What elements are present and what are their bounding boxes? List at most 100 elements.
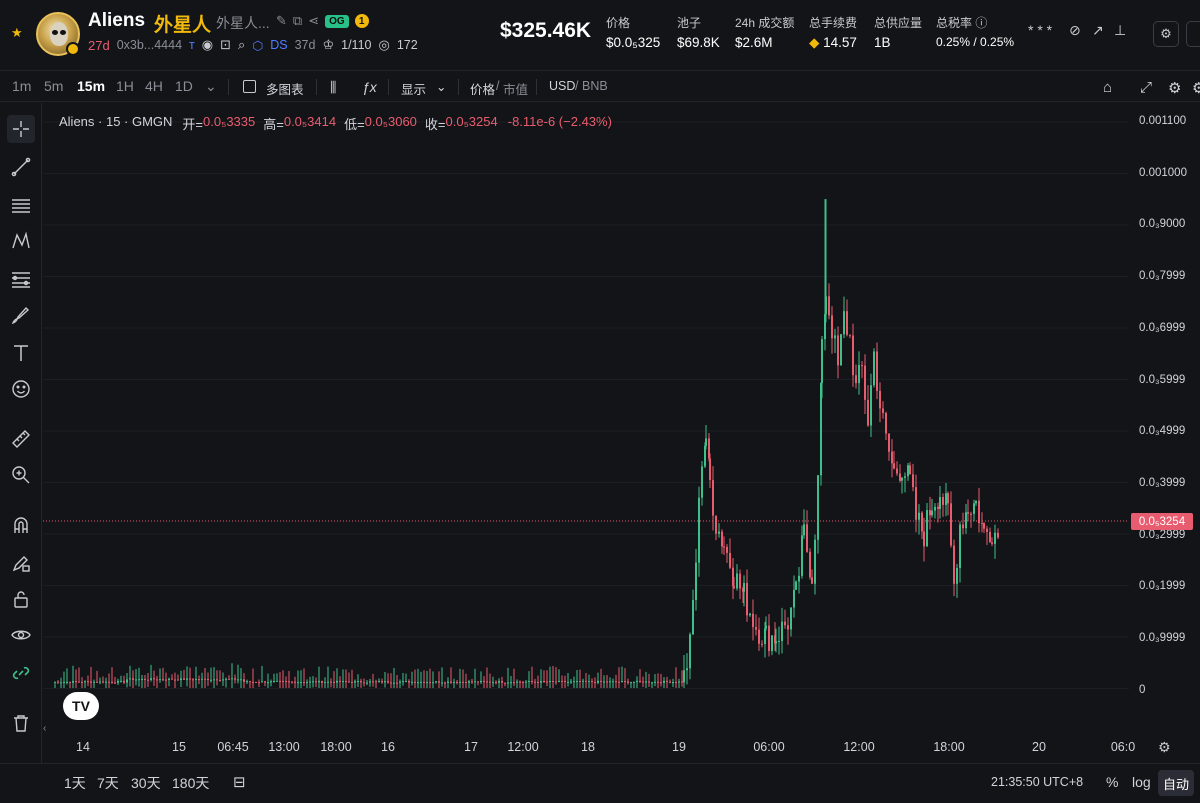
candle-body — [378, 681, 380, 683]
candle-body — [339, 680, 341, 682]
candle-body — [743, 583, 745, 592]
share-icon[interactable]: ⋖ — [308, 13, 320, 28]
twitter-t-icon[interactable]: ᴛ — [189, 38, 195, 52]
token-header: ★ Aliens 外星人 外星人... ✎ ⧉ ⋖ OG 1 27d 0x3b.… — [0, 0, 1200, 68]
draw-lock-pencil-icon[interactable] — [7, 549, 35, 577]
range-7d[interactable]: 7天 — [97, 775, 119, 791]
settings-gear-button[interactable]: ⚙ — [1153, 21, 1179, 47]
edit-icon[interactable]: ✎ — [276, 13, 287, 28]
token-name-short: 外星人... — [216, 15, 270, 31]
ruler-icon[interactable] — [7, 425, 35, 453]
candle-body — [507, 682, 509, 684]
horizontal-lines-icon[interactable] — [7, 191, 35, 219]
search-icon[interactable]: ⌕ — [238, 37, 246, 52]
candle-body — [858, 365, 860, 384]
token-address[interactable]: 0x3b...4444 — [116, 38, 183, 52]
collapse-chevron-icon[interactable]: ‹ — [43, 723, 47, 734]
auto-scale-button[interactable]: 自动 — [1158, 770, 1194, 796]
crosshair-icon[interactable] — [7, 115, 35, 143]
candle-body — [513, 682, 515, 684]
link-icon[interactable] — [7, 659, 35, 687]
fullscreen-icon[interactable]: ⤢ — [1140, 79, 1153, 96]
price-axis[interactable]: 0.001100 0.001000 0.0₃9000 0.0₃7999 0.0₃6999… — [1129, 103, 1200, 737]
trash-icon[interactable] — [7, 709, 35, 737]
candle-body — [768, 625, 770, 652]
candle-body — [929, 510, 931, 516]
image-icon[interactable]: ⊡ — [220, 37, 232, 52]
candle-body — [926, 510, 928, 547]
lock-icon[interactable] — [7, 585, 35, 613]
candle-body — [417, 682, 419, 684]
favorite-star-icon[interactable]: ★ — [11, 25, 23, 40]
calendar-range-icon[interactable]: ⊟ — [233, 774, 246, 791]
tf-1d[interactable]: 1D — [175, 78, 193, 94]
candle-body — [432, 682, 434, 684]
clock-timezone[interactable]: 21:35:50 UTC+8 — [991, 775, 1084, 789]
range-1d[interactable]: 1天 — [64, 775, 86, 791]
chart-settings-icon[interactable]: ⚙ — [1168, 80, 1182, 97]
zoom-icon[interactable] — [7, 461, 35, 489]
pin-icon[interactable]: ⊥ — [1114, 22, 1127, 38]
tradingview-logo[interactable]: TV — [63, 692, 99, 720]
mcap-mode-toggle[interactable]: 市值 — [503, 83, 529, 97]
display-chevron-icon[interactable]: ⌄ — [436, 80, 447, 94]
timeframe-dropdown-chevron-icon[interactable]: ⌄ — [205, 78, 217, 94]
log-toggle[interactable]: log — [1132, 774, 1151, 790]
time-axis[interactable]: 14 15 06:45 13:00 18:00 16 17 12:00 18 19 06:00 12:… — [43, 737, 1135, 759]
pattern-icon[interactable] — [7, 227, 35, 255]
candle-body — [778, 640, 780, 642]
candle-body — [825, 296, 827, 315]
currency-bnb[interactable]: BNB — [582, 79, 608, 93]
display-menu[interactable]: 显示 — [401, 83, 427, 97]
currency-usd[interactable]: USD — [549, 79, 576, 93]
camera-icon[interactable]: ⌂ — [1103, 79, 1113, 96]
info-icon: ⓘ — [975, 16, 988, 30]
visibility-eye-icon[interactable] — [7, 621, 35, 649]
brush-icon[interactable] — [7, 301, 35, 329]
time-tick: 06:00 — [753, 740, 785, 754]
candle-type-icon[interactable]: ⫼ — [330, 79, 337, 95]
tf-15m[interactable]: 15m — [77, 78, 106, 94]
panel-toggle-button[interactable] — [1186, 21, 1200, 47]
candle-body — [843, 311, 845, 335]
axis-settings-icon[interactable]: ⚙ — [1158, 739, 1171, 755]
price-chart[interactable]: Aliens · 15 · GMGN 开= 0.0₅3335 高= 0.0₅3414… — [43, 103, 1129, 737]
price-tick: 0 — [1139, 683, 1146, 696]
hide-icon[interactable]: ⊘ — [1069, 22, 1081, 38]
tf-4h[interactable]: 4H — [145, 78, 163, 94]
tf-5m[interactable]: 5m — [44, 78, 64, 94]
indicators-fx-icon[interactable]: ƒx — [362, 79, 377, 95]
legend-title: Aliens · 15 · GMGN — [59, 114, 173, 129]
candle-body — [657, 681, 659, 683]
candle-body — [639, 680, 641, 682]
price-mode-toggle[interactable]: 价格 — [470, 83, 496, 97]
external-link-icon[interactable]: ↗ — [1092, 22, 1104, 38]
candle-body — [333, 681, 335, 683]
globe-icon[interactable]: ◉ — [201, 37, 214, 52]
emoji-icon[interactable] — [7, 375, 35, 403]
candle-body — [252, 681, 254, 683]
tf-1h[interactable]: 1H — [116, 78, 134, 94]
range-180d[interactable]: 180天 — [172, 775, 210, 791]
multi-chart-checkbox[interactable] — [243, 80, 256, 93]
candle-body — [84, 681, 86, 683]
stat-fees: 总手续费 ◆ 14.57 — [809, 16, 858, 50]
candle-body — [450, 681, 452, 683]
candlestick-chart[interactable] — [43, 103, 1129, 737]
multi-chart-label[interactable]: 多图表 — [266, 83, 304, 97]
percent-toggle[interactable]: % — [1106, 774, 1119, 790]
fib-icon[interactable] — [7, 265, 35, 293]
tf-1m[interactable]: 1m — [12, 78, 32, 94]
trend-line-icon[interactable] — [7, 153, 35, 181]
candle-body — [896, 468, 898, 474]
copy-icon[interactable]: ⧉ — [292, 13, 303, 28]
legend-open: 0.0₅3335 — [203, 114, 256, 129]
magnet-icon[interactable] — [7, 511, 35, 539]
candle-body — [456, 682, 458, 684]
candle-body — [939, 497, 941, 509]
candle-body — [216, 679, 218, 681]
text-tool-icon[interactable] — [7, 339, 35, 367]
range-30d[interactable]: 30天 — [131, 775, 161, 791]
candle-body — [570, 681, 572, 683]
edge-settings-icon[interactable]: ⚙ — [1192, 80, 1200, 97]
